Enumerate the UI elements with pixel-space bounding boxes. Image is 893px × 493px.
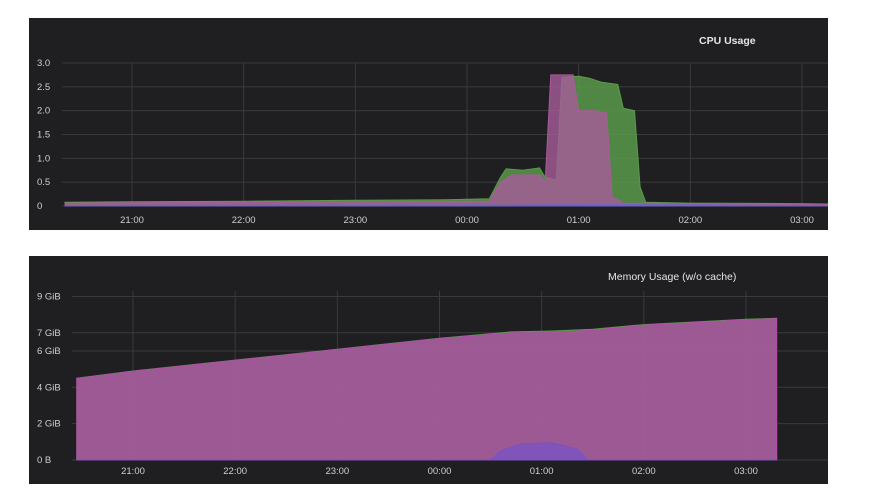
- cpu-grid: [62, 62, 828, 207]
- memory-usage-chart: 0 B 2 GiB 4 GiB 6 GiB 7 GiB 9 GiB 21:00 22:00 23…: [37, 291, 828, 477]
- mem-y-tick-label: 0 B: [37, 455, 51, 466]
- mem-x-tick-label: 22:00: [223, 466, 247, 477]
- cpu-x-tick-label: 00:00: [455, 215, 479, 226]
- mem-x-tick-label: 00:00: [428, 466, 452, 477]
- cpu-x-tick-label: 21:00: [120, 215, 144, 226]
- mem-y-tick-label: 9 GiB: [37, 291, 61, 302]
- mem-x-tick-label: 21:00: [121, 466, 145, 477]
- cpu-x-tick-label: 22:00: [232, 215, 256, 226]
- cpu-y-tick-label: 0: [37, 201, 42, 212]
- cpu-y-tick-label: 0.5: [37, 177, 50, 188]
- mem-y-tick-label: 4 GiB: [37, 382, 61, 393]
- mem-series-area-2: [76, 442, 777, 461]
- mem-x-tick-label: 03:00: [734, 466, 758, 477]
- mem-y-tick-label: 6 GiB: [37, 346, 61, 357]
- mem-y-tick-label: 7 GiB: [37, 328, 61, 339]
- mem-series-area-1: [76, 318, 778, 461]
- cpu-x-tick-label: 03:00: [790, 215, 814, 226]
- cpu-series-area-0: [64, 75, 828, 207]
- cpu-series-area-1: [64, 74, 828, 207]
- memory-panel-title: Memory Usage (w/o cache): [608, 271, 737, 283]
- mem-x-tick-label: 23:00: [325, 466, 349, 477]
- cpu-y-tick-label: 1.5: [37, 130, 50, 141]
- cpu-panel-title: CPU Usage: [699, 35, 756, 47]
- cpu-x-tick-label: 01:00: [567, 215, 591, 226]
- mem-x-tick-label: 02:00: [632, 466, 656, 477]
- cpu-y-tick-label: 2.5: [37, 82, 50, 93]
- mem-y-tick-label: 2 GiB: [37, 419, 61, 430]
- cpu-series-area-2: [64, 204, 828, 207]
- memory-usage-panel: Memory Usage (w/o cache) 0 B 2 GiB 4 GiB 6 …: [29, 256, 828, 484]
- cpu-x-tick-label: 02:00: [678, 215, 702, 226]
- mem-x-tick-label: 01:00: [530, 466, 554, 477]
- cpu-y-tick-label: 3.0: [37, 58, 50, 69]
- cpu-y-tick-label: 1.0: [37, 153, 50, 164]
- cpu-usage-panel: CPU Usage 0 0.5 1.0 1.5 2.0 2.5 3.0 21:00 22:00 2…: [29, 18, 828, 230]
- cpu-usage-chart: 0 0.5 1.0 1.5 2.0 2.5 3.0 21:00 22:00 23:00 00:00 0…: [37, 58, 828, 226]
- cpu-y-tick-label: 2.0: [37, 106, 50, 117]
- cpu-x-tick-label: 23:00: [343, 215, 367, 226]
